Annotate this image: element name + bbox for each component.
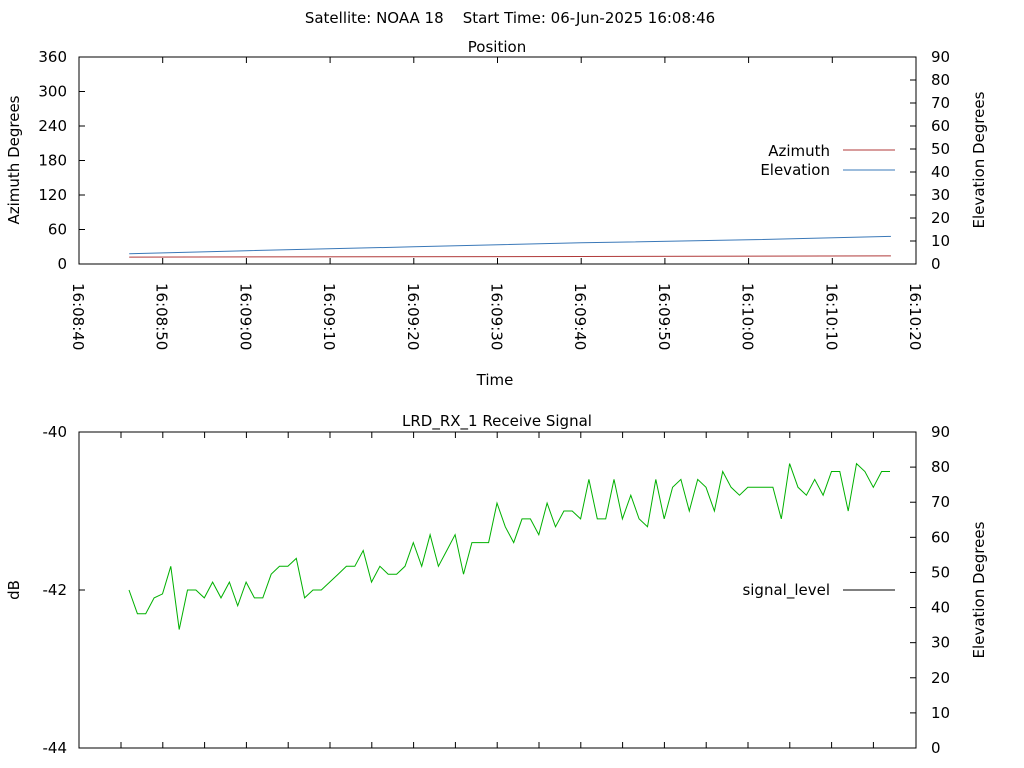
legend-azimuth-label: Azimuth	[768, 142, 830, 160]
signal-y-tick-label: -44	[43, 739, 68, 757]
position-y2-tick-label: 20	[931, 209, 950, 227]
signal-title: LRD_RX_1 Receive Signal	[402, 412, 592, 431]
legend-elevation-label: Elevation	[760, 161, 830, 179]
position-y2-tick-label: 70	[931, 94, 950, 112]
signal-y-axis-label: dB	[5, 580, 23, 600]
position-title: Position	[468, 38, 526, 56]
position-y-axis-label: Azimuth Degrees	[5, 95, 23, 224]
position-x-axis-label: Time	[476, 371, 514, 389]
position-y-tick-label: 180	[38, 152, 67, 170]
series-line-signal-level	[128, 462, 890, 630]
position-x-tick-label: 16:09:40	[571, 283, 589, 350]
signal-y2-tick-label: 80	[931, 458, 950, 476]
signal-y2-tick-label: 30	[931, 634, 950, 652]
position-x-tick-label: 16:08:40	[69, 283, 87, 350]
signal-y2-tick-label: 50	[931, 563, 950, 581]
position-y2-tick-label: 60	[931, 117, 950, 135]
signal-x-axis	[120, 432, 874, 748]
position-y2-tick-label: 0	[931, 255, 941, 273]
header-title: Satellite: NOAA 18 Start Time: 06-Jun-20…	[305, 9, 715, 27]
series-line-elevation	[129, 235, 891, 255]
position-x-tick-label: 16:10:00	[739, 283, 757, 350]
series-line-azimuth	[129, 255, 891, 258]
position-y2-tick-label: 50	[931, 140, 950, 158]
position-x-tick-label: 16:08:50	[153, 283, 171, 350]
position-y2-tick-label: 90	[931, 48, 950, 66]
position-x-tick-label: 16:09:50	[655, 283, 673, 350]
position-y-tick-label: 360	[38, 48, 67, 66]
position-y2-axis-label: Elevation Degrees	[970, 91, 988, 228]
signal-y2-tick-label: 40	[931, 599, 950, 617]
position-y2-tick-label: 10	[931, 232, 950, 250]
signal-y2-tick-label: 90	[931, 423, 950, 441]
position-x-tick-label: 16:09:00	[236, 283, 254, 350]
position-y-tick-label: 0	[57, 255, 67, 273]
position-y-tick-label: 300	[38, 83, 67, 101]
signal-y2-tick-label: 10	[931, 704, 950, 722]
signal-y2-axis-label: Elevation Degrees	[970, 521, 988, 658]
position-left-axis: 0 60 120 180 240 300 360	[38, 48, 85, 273]
position-x-tick-label: 16:10:20	[906, 283, 924, 350]
position-y-tick-label: 240	[38, 117, 67, 135]
position-series-group	[129, 235, 891, 258]
signal-y2-tick-label: 60	[931, 528, 950, 546]
position-y-tick-label: 120	[38, 186, 67, 204]
position-right-axis: 0 10 20 30 40 50 60 70 80 90	[910, 48, 950, 273]
position-y2-tick-label: 80	[931, 71, 950, 89]
signal-right-axis: 0 10 20 30 40 50 60 70 80 90	[910, 423, 950, 757]
position-x-tick-label: 16:09:10	[320, 283, 338, 350]
signal-y-tick-label: -42	[43, 581, 68, 599]
position-y2-tick-label: 40	[931, 163, 950, 181]
position-x-axis: 16:08:40 16:08:50 16:09:00 16:09:10 16:09:20…	[69, 57, 924, 350]
legend-signal-label: signal_level	[742, 581, 830, 600]
signal-left-axis: -40 -42 -44	[43, 423, 85, 757]
position-y-tick-label: 60	[48, 221, 67, 239]
signal-series-group	[128, 462, 890, 630]
signal-y2-tick-label: 70	[931, 493, 950, 511]
position-x-tick-label: 16:09:30	[488, 283, 506, 350]
position-y2-tick-label: 30	[931, 186, 950, 204]
signal-y2-tick-label: 20	[931, 669, 950, 687]
position-x-tick-label: 16:09:20	[404, 283, 422, 350]
position-x-tick-label: 16:10:10	[822, 283, 840, 350]
signal-y-tick-label: -40	[43, 423, 68, 441]
signal-y2-tick-label: 0	[931, 739, 941, 757]
